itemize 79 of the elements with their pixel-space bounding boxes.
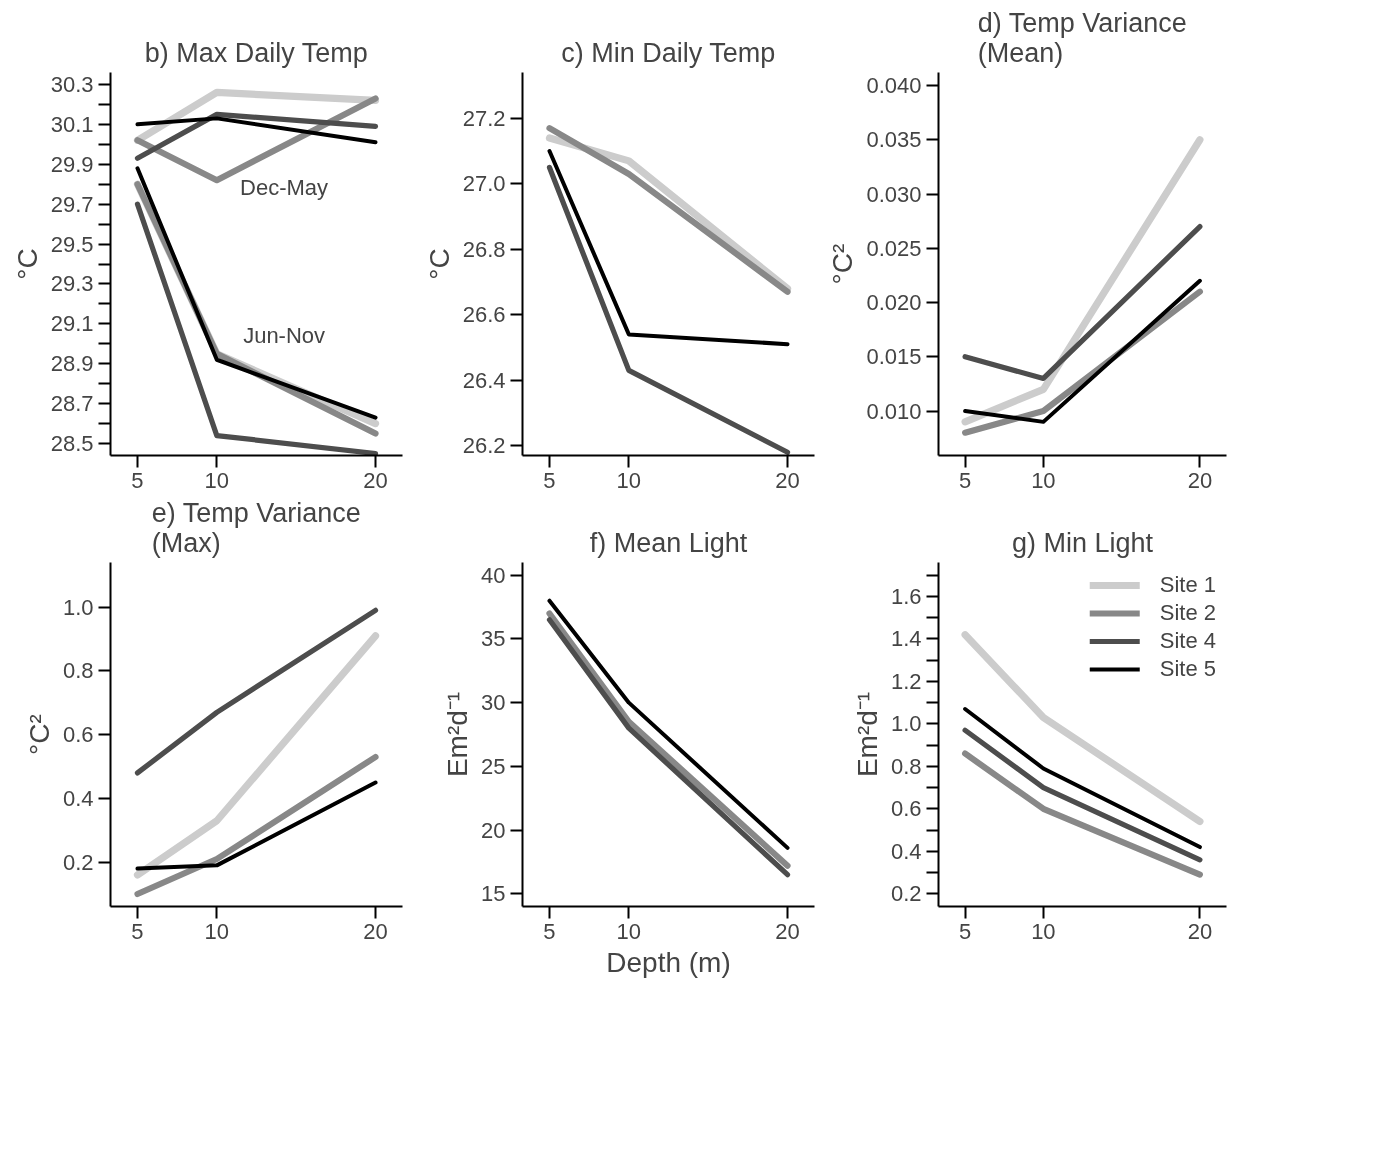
x-tick-label: 10 (1031, 918, 1056, 944)
y-tick-label: 0.030 (866, 181, 922, 207)
y-tick-label: 27.2 (462, 105, 506, 131)
y-tick-label: 29.7 (50, 191, 94, 217)
y-tick-label: 26.4 (462, 367, 506, 393)
y-tick-label: 0.2 (890, 881, 922, 907)
y-tick-label: 26.2 (462, 433, 506, 459)
x-tick-label: 10 (204, 467, 230, 493)
y-tick-label: 30.1 (50, 111, 94, 137)
y-tick-label: 1.4 (890, 626, 922, 652)
y-axis-title: Em²d⁻¹ (442, 691, 474, 778)
y-tick-label: 0.4 (890, 838, 922, 864)
y-axis-title: °C² (827, 243, 859, 285)
y-tick-label: 29.1 (50, 311, 94, 337)
x-tick-label: 10 (616, 467, 642, 493)
x-tick-label: 10 (1031, 467, 1056, 493)
y-tick-label: 0.010 (866, 398, 922, 424)
y-tick-label: 28.9 (50, 351, 94, 377)
legend-label: Site 5 (1159, 656, 1216, 682)
chart-title: g) Min Light (1011, 527, 1154, 558)
chart-title: b) Max Daily Temp (144, 37, 368, 68)
x-tick-label: 5 (958, 918, 972, 944)
y-tick-label: 20 (481, 817, 506, 843)
legend-label: Site 4 (1159, 628, 1216, 654)
x-tick-label: 5 (543, 467, 556, 493)
x-tick-label: 10 (204, 918, 230, 944)
y-tick-label: 15 (481, 881, 506, 907)
y-axis-title: °C (423, 248, 455, 280)
y-tick-label: 30.3 (50, 71, 94, 97)
chart-title: f) Mean Light (589, 527, 748, 558)
x-tick-label: 5 (958, 467, 972, 493)
y-tick-label: 26.8 (462, 236, 506, 262)
y-tick-label: 29.9 (50, 151, 94, 177)
x-tick-label: 20 (1187, 918, 1213, 944)
y-tick-label: 0.2 (62, 849, 94, 875)
x-tick-label: 20 (363, 467, 388, 493)
y-tick-label: 0.015 (866, 344, 922, 370)
x-tick-label: 5 (131, 918, 144, 944)
chart-title: d) Temp Variance (Mean) (977, 7, 1187, 68)
y-tick-label: 29.5 (50, 231, 94, 257)
chart-title: c) Min Daily Temp (561, 37, 776, 68)
y-tick-label: 0.8 (890, 753, 922, 779)
y-tick-label: 1.0 (62, 594, 94, 620)
y-tick-label: 0.6 (62, 722, 94, 748)
y-tick-label: 0.040 (866, 73, 922, 99)
y-tick-label: 25 (481, 753, 506, 779)
x-tick-label: 20 (775, 918, 800, 944)
y-tick-label: 0.025 (866, 235, 922, 261)
y-axis-title: Em²d⁻¹ (851, 691, 883, 778)
y-axis-title: °C (11, 248, 43, 280)
y-tick-label: 29.3 (50, 271, 94, 297)
x-tick-label: 20 (775, 467, 800, 493)
y-axis-title: °C² (23, 714, 55, 755)
y-tick-label: 35 (481, 626, 506, 652)
x-tick-label: 5 (131, 467, 144, 493)
y-tick-label: 0.6 (890, 796, 922, 822)
y-tick-label: 1.6 (890, 583, 922, 609)
annotation: Jun-Nov (243, 323, 326, 348)
annotation: Dec-May (240, 175, 329, 200)
x-tick-label: 20 (363, 918, 388, 944)
x-axis-title: Depth (m) (606, 946, 731, 978)
y-tick-label: 28.5 (50, 431, 94, 457)
y-tick-label: 0.020 (866, 290, 922, 316)
chart-title: e) Temp Variance (Max) (151, 497, 361, 558)
y-tick-label: 40 (481, 562, 506, 588)
y-tick-label: 28.7 (50, 391, 94, 417)
legend-label: Site 1 (1159, 572, 1216, 598)
y-tick-label: 0.035 (866, 127, 922, 153)
y-tick-label: 30 (481, 690, 506, 716)
y-tick-label: 1.2 (890, 668, 922, 694)
x-tick-label: 5 (543, 918, 556, 944)
y-tick-label: 1.0 (890, 711, 922, 737)
y-tick-label: 27.0 (462, 171, 506, 197)
y-tick-label: 26.6 (462, 302, 506, 328)
x-tick-label: 20 (1187, 467, 1213, 493)
legend-label: Site 2 (1159, 600, 1216, 626)
y-tick-label: 0.8 (62, 658, 94, 684)
x-tick-label: 10 (616, 918, 642, 944)
y-tick-label: 0.4 (62, 785, 94, 811)
